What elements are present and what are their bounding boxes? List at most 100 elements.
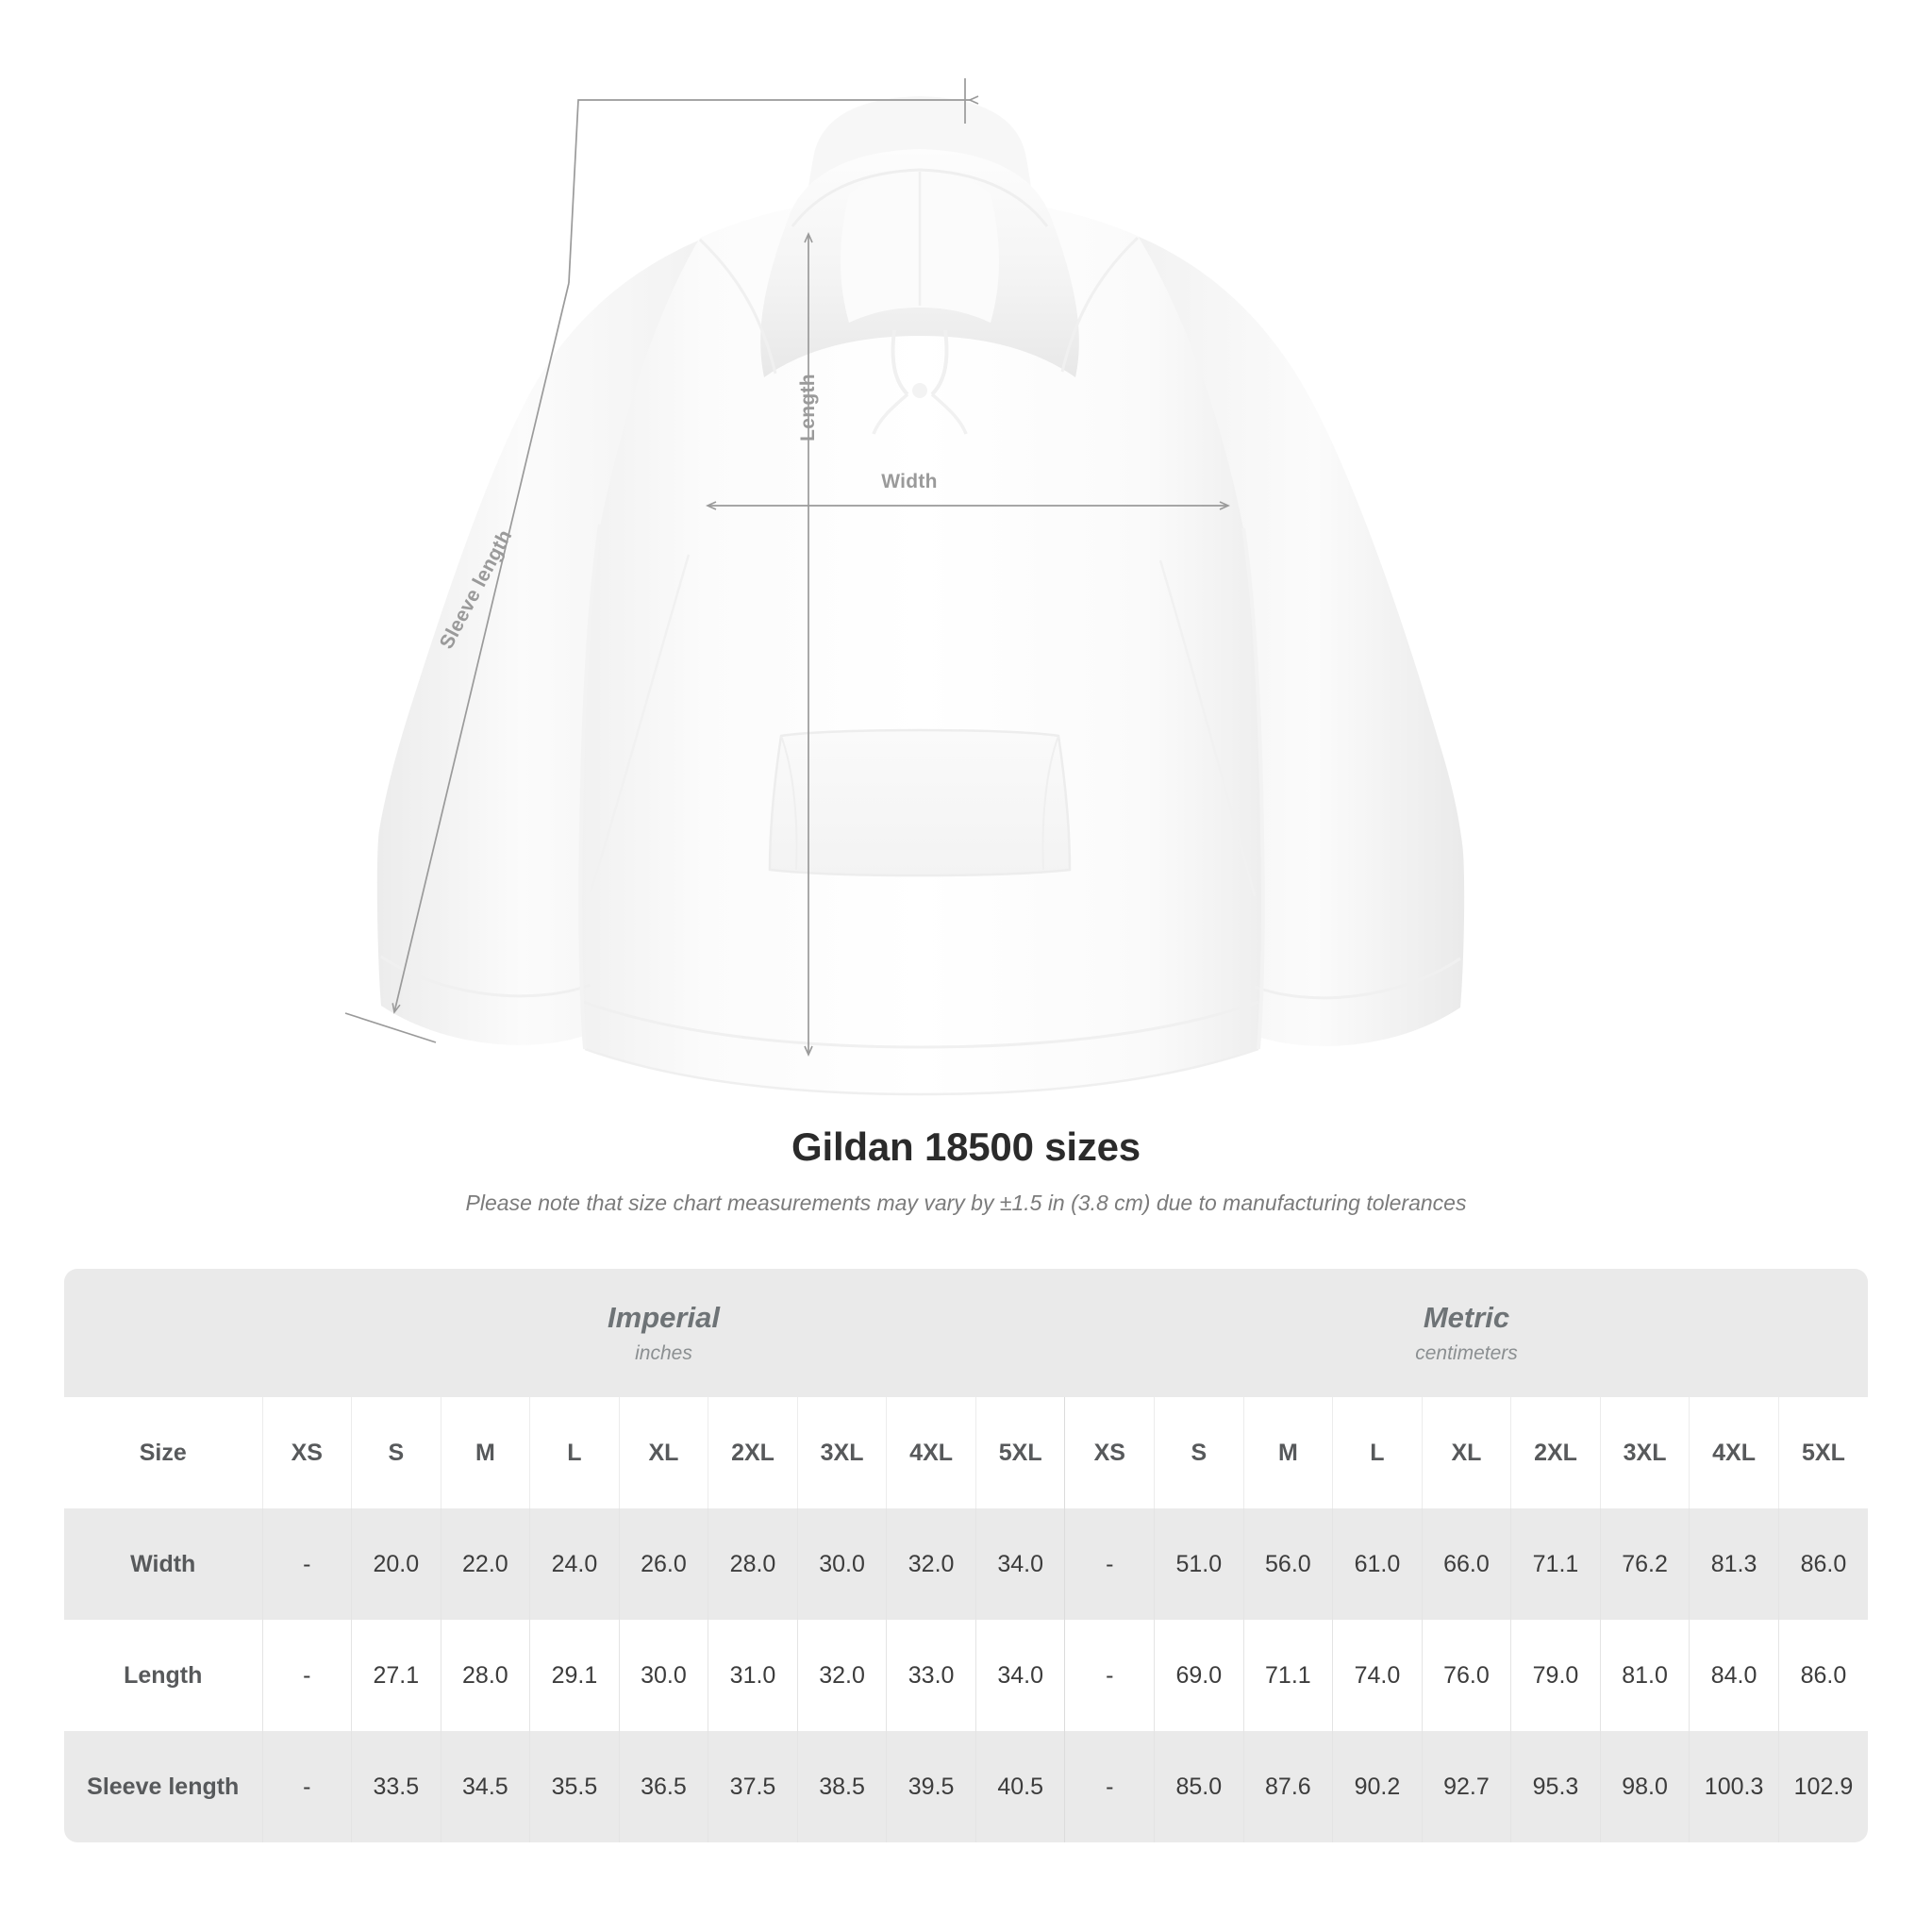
cell-imperial-sleeve-length-5xl: 40.5 <box>974 1731 1065 1842</box>
size-header-metric-3xl: 3XL <box>1599 1397 1690 1508</box>
width-dimension-label: Width <box>881 471 938 492</box>
cell-metric-sleeve-length-l: 90.2 <box>1332 1731 1423 1842</box>
size-header-metric-l: L <box>1332 1397 1423 1508</box>
size-chart-table-container: Imperial inches Metric centimeters Size X… <box>64 1269 1869 1842</box>
cell-metric-sleeve-length-s: 85.0 <box>1154 1731 1244 1842</box>
cell-imperial-width-4xl: 32.0 <box>886 1508 976 1620</box>
cell-imperial-length-l: 29.1 <box>529 1620 620 1731</box>
table-row: Length -27.1 28.0 29.1 30.0 31.0 32.0 33.0 34.0-… <box>64 1620 1869 1731</box>
unit-group-imperial-sub: inches <box>635 1342 692 1364</box>
cell-metric-width-3xl: 76.2 <box>1599 1508 1690 1620</box>
size-header-metric-m: M <box>1242 1397 1333 1508</box>
cell-metric-length-4xl: 84.0 <box>1689 1620 1779 1731</box>
size-header-metric-4xl: 4XL <box>1689 1397 1779 1508</box>
size-header-imperial-2xl: 2XL <box>708 1397 798 1508</box>
row-label-length: Length <box>64 1620 262 1731</box>
row-label-sleeve-length: Sleeve length <box>64 1731 262 1842</box>
cell-metric-width-2xl: 71.1 <box>1510 1508 1601 1620</box>
cell-metric-length-m: 71.1 <box>1242 1620 1333 1731</box>
cell-metric-width-xl: 66.0 <box>1421 1508 1511 1620</box>
size-header-imperial-xs: XS <box>261 1397 352 1508</box>
cell-metric-length-l: 74.0 <box>1332 1620 1423 1731</box>
table-row: Width -20.0 22.0 24.0 26.0 28.0 30.0 32.0 34.0-5… <box>64 1508 1869 1620</box>
cell-imperial-sleeve-length-3xl: 38.5 <box>796 1731 887 1842</box>
cell-imperial-sleeve-length-l: 35.5 <box>529 1731 620 1842</box>
cell-metric-width-m: 56.0 <box>1242 1508 1333 1620</box>
cell-imperial-sleeve-length-4xl: 39.5 <box>886 1731 976 1842</box>
cell-imperial-sleeve-length-xs: - <box>261 1731 352 1842</box>
size-header-imperial-5xl: 5XL <box>974 1397 1065 1508</box>
cell-metric-sleeve-length-2xl: 95.3 <box>1510 1731 1601 1842</box>
cell-metric-length-xl: 76.0 <box>1421 1620 1511 1731</box>
cell-metric-width-xs: - <box>1064 1508 1155 1620</box>
size-header-imperial-3xl: 3XL <box>796 1397 887 1508</box>
length-dimension-label: Length <box>797 374 819 441</box>
size-header-imperial-m: M <box>440 1397 530 1508</box>
hoodie-illustration <box>344 78 1465 1096</box>
cell-metric-length-3xl: 81.0 <box>1599 1620 1690 1731</box>
unit-group-imperial: Imperial inches <box>262 1269 1065 1397</box>
table-header: Imperial inches Metric centimeters <box>64 1269 1869 1397</box>
size-chart-table: Imperial inches Metric centimeters Size X… <box>64 1269 1869 1842</box>
size-header-metric-2xl: 2XL <box>1510 1397 1601 1508</box>
cell-imperial-sleeve-length-2xl: 37.5 <box>708 1731 798 1842</box>
unit-group-row: Imperial inches Metric centimeters <box>64 1269 1869 1397</box>
cell-imperial-length-3xl: 32.0 <box>796 1620 887 1731</box>
cell-imperial-length-xs: - <box>261 1620 352 1731</box>
size-header-imperial-xl: XL <box>618 1397 708 1508</box>
cell-imperial-width-5xl: 34.0 <box>974 1508 1065 1620</box>
cell-imperial-width-s: 20.0 <box>351 1508 441 1620</box>
cell-imperial-width-xl: 26.0 <box>618 1508 708 1620</box>
unit-head-spacer <box>64 1269 262 1397</box>
tolerance-note: Please note that size chart measurements… <box>465 1191 1467 1215</box>
cell-imperial-width-2xl: 28.0 <box>708 1508 798 1620</box>
size-header-metric-s: S <box>1154 1397 1244 1508</box>
cell-metric-length-xs: - <box>1064 1620 1155 1731</box>
cell-imperial-length-5xl: 34.0 <box>974 1620 1065 1731</box>
sleeve-dimension-line <box>391 282 570 1014</box>
cell-imperial-width-xs: - <box>261 1508 352 1620</box>
cell-imperial-length-4xl: 33.0 <box>886 1620 976 1731</box>
size-header-metric-5xl: 5XL <box>1777 1397 1869 1508</box>
cell-metric-width-l: 61.0 <box>1332 1508 1423 1620</box>
cell-imperial-length-2xl: 31.0 <box>708 1620 798 1731</box>
unit-group-metric-name: Metric <box>1423 1301 1510 1334</box>
table-body: Size XS S M L XL 2XL 3XL 4XL 5XL XS S M L XL 2XL 3XL 4XL 5… <box>64 1397 1869 1842</box>
cell-imperial-width-3xl: 30.0 <box>796 1508 887 1620</box>
cell-metric-sleeve-length-4xl: 100.3 <box>1689 1731 1779 1842</box>
unit-group-metric-sub: centimeters <box>1415 1342 1518 1364</box>
size-header-imperial-4xl: 4XL <box>886 1397 976 1508</box>
cell-metric-width-s: 51.0 <box>1154 1508 1244 1620</box>
cell-imperial-sleeve-length-s: 33.5 <box>351 1731 441 1842</box>
cell-imperial-width-l: 24.0 <box>529 1508 620 1620</box>
size-header-imperial-s: S <box>351 1397 441 1508</box>
size-header-metric-xs: XS <box>1064 1397 1155 1508</box>
cell-metric-width-4xl: 81.3 <box>1689 1508 1779 1620</box>
cell-imperial-width-m: 22.0 <box>440 1508 530 1620</box>
cell-imperial-length-xl: 30.0 <box>618 1620 708 1731</box>
row-label-width: Width <box>64 1508 262 1620</box>
cell-metric-length-s: 69.0 <box>1154 1620 1244 1731</box>
cell-imperial-sleeve-length-xl: 36.5 <box>618 1731 708 1842</box>
cell-metric-sleeve-length-3xl: 98.0 <box>1599 1731 1690 1842</box>
size-header-imperial-l: L <box>529 1397 620 1508</box>
title-block: Gildan 18500 sizes Please note that size… <box>0 1124 1932 1216</box>
cell-metric-length-2xl: 79.0 <box>1510 1620 1601 1731</box>
cell-metric-sleeve-length-m: 87.6 <box>1242 1731 1333 1842</box>
hoodie-shape <box>376 96 1465 1096</box>
sleeve-leader-line <box>568 99 972 284</box>
unit-group-metric: Metric centimeters <box>1064 1269 1869 1397</box>
dimension-lines <box>344 78 1230 1057</box>
table-row: Sleeve length -33.5 34.5 35.5 36.5 37.5 38.5 39… <box>64 1731 1869 1842</box>
size-header-row: Size XS S M L XL 2XL 3XL 4XL 5XL XS S M L XL 2XL 3XL 4XL 5… <box>64 1397 1869 1508</box>
cell-metric-sleeve-length-xl: 92.7 <box>1421 1731 1511 1842</box>
page-title: Gildan 18500 sizes <box>791 1124 1141 1169</box>
cell-metric-width-5xl: 86.0 <box>1777 1508 1869 1620</box>
unit-group-imperial-name: Imperial <box>608 1301 720 1334</box>
cell-metric-length-5xl: 86.0 <box>1777 1620 1869 1731</box>
cell-imperial-sleeve-length-m: 34.5 <box>440 1731 530 1842</box>
cell-metric-sleeve-length-xs: - <box>1064 1731 1155 1842</box>
garment-diagram: Length Width Sleeve length <box>344 78 1465 1096</box>
size-header-metric-xl: XL <box>1421 1397 1511 1508</box>
cell-metric-sleeve-length-5xl: 102.9 <box>1777 1731 1869 1842</box>
